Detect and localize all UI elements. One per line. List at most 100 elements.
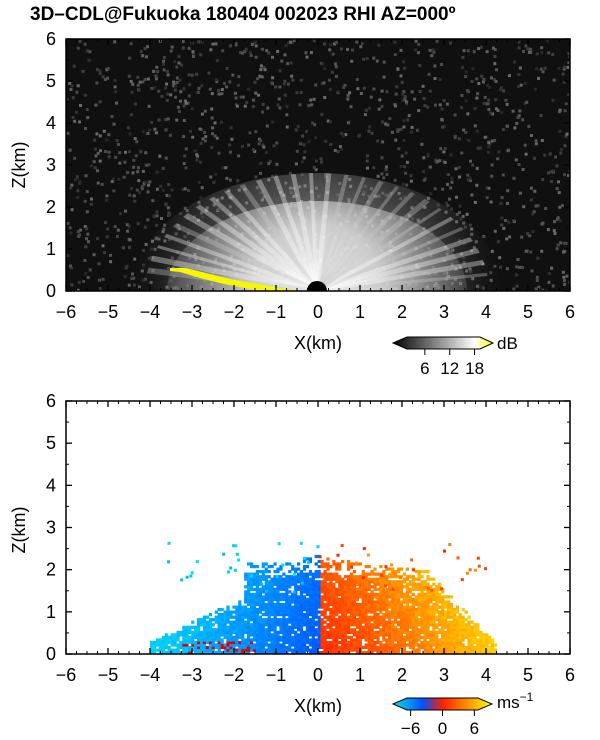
velocity-pixel	[220, 638, 224, 642]
velocity-pixel	[402, 640, 406, 645]
velocity-pixel	[485, 633, 489, 637]
velocity-pixel	[302, 633, 307, 637]
reflectivity-noise-pixel	[160, 94, 164, 98]
velocity-pixel	[297, 587, 301, 591]
velocity-pixel	[208, 635, 212, 639]
velocity-pixel	[285, 613, 289, 617]
reflectivity-noise-pixel	[404, 151, 408, 155]
velocity-pixel	[252, 613, 257, 617]
velocity-pixel	[355, 648, 359, 652]
velocity-pixel	[194, 625, 198, 629]
velocity-pixel	[417, 638, 421, 642]
velocity-pixel	[435, 651, 439, 654]
velocity-pixel	[385, 633, 389, 637]
reflectivity-noise-pixel	[245, 101, 249, 104]
velocity-outlier-pixel	[473, 568, 477, 572]
velocity-pixel	[261, 608, 265, 612]
reflectivity-noise-pixel	[446, 204, 450, 207]
velocity-pixel	[252, 582, 257, 586]
velocity-pixel	[364, 633, 368, 637]
reflectivity-noise-pixel	[247, 87, 251, 91]
velocity-pixel	[391, 651, 395, 654]
reflectivity-noise-pixel	[498, 256, 502, 260]
velocity-pixel	[397, 570, 401, 574]
velocity-pixel	[294, 590, 298, 594]
reflectivity-noise-pixel	[559, 241, 563, 245]
reflectivity-noise-pixel	[223, 81, 226, 85]
velocity-pixel	[435, 645, 439, 650]
reflectivity-noise-pixel	[113, 79, 117, 83]
velocity-pixel	[349, 600, 354, 604]
reflectivity-noise-pixel	[125, 223, 129, 227]
reflectivity-noise-pixel	[427, 72, 431, 76]
velocity-pixel	[188, 630, 192, 634]
velocity-pixel	[373, 587, 377, 591]
reflectivity-noise-pixel	[556, 216, 560, 220]
velocity-pixel	[423, 605, 427, 609]
reflectivity-noise-pixel	[251, 148, 255, 152]
velocity-pixel	[282, 582, 286, 586]
velocity-pixel	[347, 615, 351, 619]
velocity-pixel	[391, 575, 395, 579]
reflectivity-noise-pixel	[228, 178, 232, 182]
reflectivity-noise-pixel	[243, 104, 247, 108]
velocity-pixel	[426, 633, 430, 637]
reflectivity-noise-pixel	[144, 55, 148, 59]
velocity-pixel	[305, 572, 309, 576]
reflectivity-ytick-label: 1	[46, 239, 56, 259]
velocity-pixel	[417, 630, 421, 634]
reflectivity-noise-pixel	[69, 88, 73, 91]
reflectivity-noise-pixel	[494, 98, 498, 102]
velocity-xtick-label: −5	[98, 665, 119, 685]
velocity-pixel	[426, 608, 430, 612]
velocity-pixel	[391, 608, 395, 612]
reflectivity-noise-pixel	[106, 67, 110, 71]
reflectivity-beam-ray	[314, 173, 354, 291]
reflectivity-noise-pixel	[147, 163, 151, 167]
reflectivity-noise-pixel	[129, 113, 133, 117]
velocity-pixel	[388, 613, 392, 617]
velocity-pixel	[352, 640, 357, 645]
velocity-pixel	[258, 651, 262, 654]
velocity-pixel	[305, 638, 309, 642]
velocity-pixel	[220, 628, 224, 632]
velocity-pixel	[391, 572, 395, 576]
velocity-pixel	[361, 602, 365, 607]
velocity-pixel	[279, 648, 283, 652]
velocity-pixel	[479, 630, 483, 634]
reflectivity-noise-pixel	[83, 199, 87, 203]
velocity-outlier-pixel	[387, 585, 391, 589]
velocity-pixel	[264, 623, 268, 627]
velocity-pixel	[446, 615, 451, 619]
velocity-pixel	[338, 562, 342, 566]
velocity-pixel	[444, 648, 448, 652]
velocity-pixel	[446, 620, 451, 624]
velocity-pixel	[229, 625, 233, 629]
velocity-pixel	[261, 562, 265, 566]
velocity-pixel	[444, 625, 448, 629]
reflectivity-noise-pixel	[86, 276, 90, 279]
reflectivity-noise-pixel	[197, 180, 201, 184]
velocity-pixel	[332, 605, 336, 609]
velocity-pixel	[420, 620, 424, 624]
velocity-pixel	[414, 597, 418, 602]
velocity-pixel	[452, 643, 456, 647]
velocity-pixel	[473, 640, 477, 645]
velocity-pixel	[458, 643, 462, 647]
velocity-pixel	[344, 575, 348, 579]
velocity-pixel	[261, 590, 265, 594]
velocity-pixel	[370, 585, 374, 589]
velocity-pixel	[332, 618, 336, 622]
velocity-pixel	[338, 565, 342, 569]
reflectivity-noise-pixel	[284, 44, 288, 48]
velocity-pixel	[397, 587, 401, 591]
velocity-pixel	[435, 597, 439, 602]
velocity-pixel	[238, 602, 242, 607]
velocity-pixel	[285, 623, 289, 627]
velocity-pixel	[388, 582, 392, 586]
reflectivity-noise-pixel	[253, 149, 257, 153]
reflectivity-noise-pixel	[85, 108, 89, 111]
reflectivity-noise-pixel	[300, 160, 304, 164]
velocity-pixel	[370, 643, 374, 647]
velocity-pixel	[294, 613, 298, 617]
